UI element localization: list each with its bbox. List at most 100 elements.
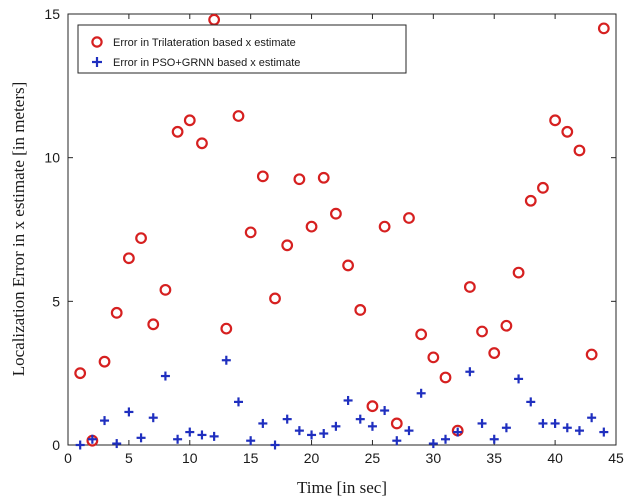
trilateration-error-point [500, 319, 513, 332]
trilateration-error-point [415, 328, 428, 341]
x-tick-label: 30 [426, 450, 442, 466]
pso-grnn-error-point [355, 414, 365, 424]
data-series [74, 13, 610, 450]
trilateration-error-point [403, 212, 415, 224]
x-tick-label: 45 [608, 450, 624, 466]
series-pso-grnn [75, 355, 609, 450]
legend: Error in Trilateration based x estimate … [77, 24, 407, 74]
legend-circle-marker-icon [91, 36, 103, 48]
pso-grnn-error-point [367, 421, 377, 431]
pso-grnn-error-point [112, 439, 122, 449]
trilateration-error-point [585, 348, 598, 361]
trilateration-error-point [390, 417, 403, 430]
pso-grnn-error-point [307, 430, 317, 440]
trilateration-error-point [524, 194, 537, 207]
trilateration-error-point [256, 170, 269, 183]
trilateration-error-point [159, 283, 172, 296]
x-axis-label: Time [in sec] [297, 478, 387, 497]
trilateration-error-point [171, 125, 184, 138]
trilateration-error-point [196, 137, 208, 150]
trilateration-error-point [147, 318, 160, 331]
pso-grnn-error-point [185, 427, 195, 437]
trilateration-error-point [573, 144, 586, 157]
trilateration-error-point [597, 22, 610, 35]
pso-grnn-error-point [124, 407, 134, 417]
trilateration-error-point [317, 171, 330, 184]
x-tick-label: 0 [64, 450, 72, 466]
y-axis: 0 5 10 15 [44, 6, 616, 453]
trilateration-error-point [122, 252, 135, 265]
pso-grnn-error-point [538, 418, 548, 428]
pso-grnn-error-point [404, 426, 414, 436]
pso-grnn-error-point [574, 426, 584, 436]
pso-grnn-error-point [282, 414, 292, 424]
x-tick-label: 25 [365, 450, 381, 466]
x-tick-label: 15 [243, 450, 259, 466]
pso-grnn-error-point [136, 433, 146, 443]
trilateration-error-point [537, 181, 549, 194]
pso-grnn-error-point [428, 439, 438, 449]
plot-area [67, 13, 617, 446]
y-tick-label: 15 [44, 6, 60, 22]
pso-grnn-error-point [489, 434, 499, 444]
trilateration-error-point [74, 367, 87, 380]
trilateration-error-point [439, 371, 452, 384]
pso-grnn-error-point [331, 421, 341, 431]
pso-grnn-error-point [392, 436, 402, 446]
pso-grnn-error-point [416, 388, 426, 398]
y-tick-label: 10 [44, 150, 60, 166]
trilateration-error-point [549, 114, 562, 127]
pso-grnn-error-point [270, 440, 280, 450]
trilateration-error-point [269, 292, 281, 305]
pso-grnn-error-point [197, 430, 207, 440]
pso-grnn-error-point [343, 395, 353, 405]
pso-grnn-error-point [258, 418, 268, 428]
trilateration-error-point [378, 220, 391, 233]
trilateration-error-point [463, 281, 476, 293]
pso-grnn-error-point [75, 440, 85, 450]
trilateration-error-point [110, 306, 123, 319]
trilateration-error-point [281, 239, 294, 252]
trilateration-error-point [183, 114, 196, 127]
trilateration-error-point [135, 232, 147, 245]
pso-grnn-error-point [587, 413, 597, 423]
pso-grnn-error-point [148, 413, 158, 423]
x-tick-label: 40 [547, 450, 563, 466]
y-axis-label: Localization Error in x estimate [in met… [9, 82, 28, 377]
pso-grnn-error-point [246, 436, 256, 446]
legend-box [77, 24, 407, 74]
pso-grnn-error-point [173, 434, 183, 444]
pso-grnn-error-point [550, 418, 560, 428]
trilateration-error-point [512, 266, 525, 279]
pso-grnn-error-point [453, 427, 463, 437]
trilateration-error-point [354, 304, 367, 316]
trilateration-error-point [330, 207, 342, 220]
x-tick-label: 20 [304, 450, 320, 466]
pso-grnn-error-point [209, 431, 219, 441]
trilateration-error-point [366, 400, 379, 413]
y-tick-label: 0 [52, 437, 60, 453]
trilateration-error-point [488, 347, 501, 359]
trilateration-error-point [293, 173, 306, 186]
pso-grnn-error-point [526, 397, 536, 407]
pso-grnn-error-point [221, 355, 231, 365]
pso-grnn-error-point [441, 434, 451, 444]
pso-grnn-error-point [477, 418, 487, 428]
legend-plus-marker-icon [92, 57, 102, 67]
series-trilateration [74, 13, 610, 447]
pso-grnn-error-point [465, 367, 475, 377]
pso-grnn-error-point [319, 429, 329, 439]
trilateration-error-point [427, 351, 440, 364]
trilateration-error-point [305, 220, 318, 233]
trilateration-error-point [232, 110, 245, 122]
pso-grnn-error-point [599, 427, 609, 437]
pso-grnn-error-point [160, 371, 170, 381]
x-tick-label: 5 [125, 450, 133, 466]
pso-grnn-error-point [562, 423, 572, 433]
legend-label-trilateration: Error in Trilateration based x estimate [113, 37, 296, 49]
trilateration-error-point [342, 259, 354, 272]
trilateration-error-point [244, 226, 257, 239]
pso-grnn-error-point [294, 426, 304, 436]
pso-grnn-error-point [380, 406, 390, 416]
